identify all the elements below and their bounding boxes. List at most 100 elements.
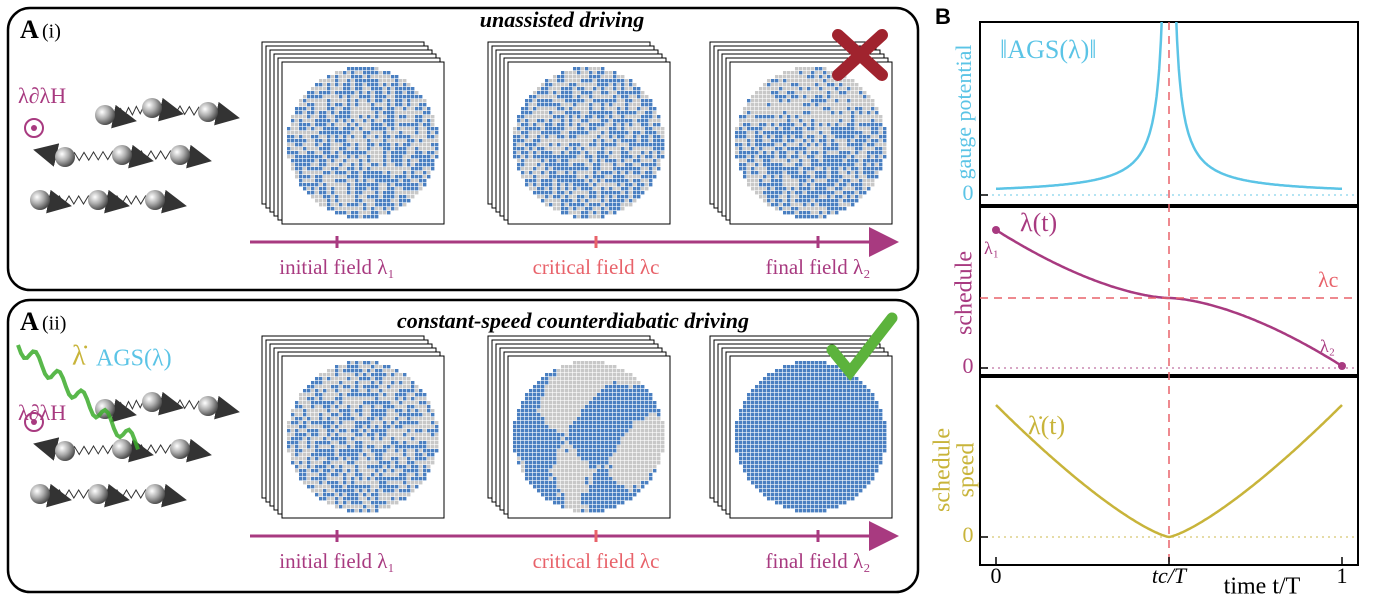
spin-cell (335, 489, 338, 492)
spin-cell (875, 167, 878, 170)
spin-cell (299, 135, 302, 138)
spin-cell (311, 179, 314, 182)
spin-cell (343, 365, 346, 368)
spin-cell (363, 91, 366, 94)
spin-cell (549, 457, 552, 460)
spin-cell (649, 171, 652, 174)
spin-cell (783, 115, 786, 118)
spin-cell (407, 405, 410, 408)
spin-cell (415, 477, 418, 480)
spin-cell (327, 497, 330, 500)
spin-cell (375, 107, 378, 110)
spin-cell (807, 155, 810, 158)
spin-cell (295, 127, 298, 130)
spin-cell (549, 107, 552, 110)
spin-cell (383, 433, 386, 436)
spin-cell (799, 155, 802, 158)
spin-cell (569, 405, 572, 408)
spin-cell (415, 481, 418, 484)
spin-cell (767, 79, 770, 82)
spin-cell (399, 127, 402, 130)
spin-cell (783, 211, 786, 214)
spin-cell (521, 441, 524, 444)
spin-cell (557, 433, 560, 436)
spin-cell (589, 139, 592, 142)
spin-cell (775, 151, 778, 154)
spin-cell (541, 175, 544, 178)
spin-cell (319, 191, 322, 194)
spin-cell (407, 465, 410, 468)
spin-cell (549, 469, 552, 472)
spin-cell (367, 167, 370, 170)
spin-cell (407, 179, 410, 182)
spin-cell (637, 191, 640, 194)
spin-cell (399, 453, 402, 456)
spin-cell (541, 473, 544, 476)
spin-cell (343, 183, 346, 186)
spin-cell (787, 139, 790, 142)
spin-cell (533, 445, 536, 448)
spin-cell (391, 167, 394, 170)
spin-cell (295, 151, 298, 154)
spin-cell (811, 131, 814, 134)
spin-cell (295, 115, 298, 118)
spin-cell (415, 397, 418, 400)
spin-cell (407, 171, 410, 174)
spin-cell (355, 481, 358, 484)
spin-cell (407, 155, 410, 158)
spin-cell (347, 377, 350, 380)
spin-cell (641, 171, 644, 174)
spin-cell (529, 449, 532, 452)
spin-cell (525, 469, 528, 472)
spin-cell (403, 489, 406, 492)
spin-cell (549, 175, 552, 178)
spin-cell (529, 179, 532, 182)
spin-cell (585, 171, 588, 174)
spin-cell (319, 163, 322, 166)
spin-cell (557, 83, 560, 86)
spin-cell (541, 449, 544, 452)
spin-cell (415, 413, 418, 416)
spin-cell (319, 99, 322, 102)
spin-cell (553, 397, 556, 400)
spin-cell (383, 139, 386, 142)
spin-cell (747, 175, 750, 178)
spin-cell (553, 79, 556, 82)
spin-cell (553, 381, 556, 384)
spin-cell (347, 361, 350, 364)
spin-cell (395, 195, 398, 198)
spin-cell (331, 381, 334, 384)
spin-cell (427, 469, 430, 472)
spin-cell (633, 151, 636, 154)
spin-cell (541, 143, 544, 146)
spin-cell (533, 123, 536, 126)
spin-cell (803, 171, 806, 174)
spin-cell (323, 119, 326, 122)
spin-cell (855, 179, 858, 182)
spin-cell (763, 127, 766, 130)
spin-cell (525, 147, 528, 150)
spin-cell (835, 123, 838, 126)
spin-cell (871, 99, 874, 102)
spin-cell (359, 95, 362, 98)
spin-cell (795, 71, 798, 74)
spin-cell (549, 127, 552, 130)
spin-cell (661, 143, 664, 146)
spin-cell (331, 195, 334, 198)
spin (145, 484, 165, 504)
spin-cell (371, 167, 374, 170)
spin-cell (565, 119, 568, 122)
spin-cell (815, 127, 818, 130)
spin-cell (319, 477, 322, 480)
spin-cell (803, 203, 806, 206)
spin-cell (847, 175, 850, 178)
spin-cell (863, 167, 866, 170)
spin-cell (795, 143, 798, 146)
spin-cell (641, 167, 644, 170)
spin-cell (343, 373, 346, 376)
spin-cell (549, 481, 552, 484)
spin-cell (319, 79, 322, 82)
spin-cell (807, 167, 810, 170)
spin-cell (315, 199, 318, 202)
spin-cell (573, 187, 576, 190)
